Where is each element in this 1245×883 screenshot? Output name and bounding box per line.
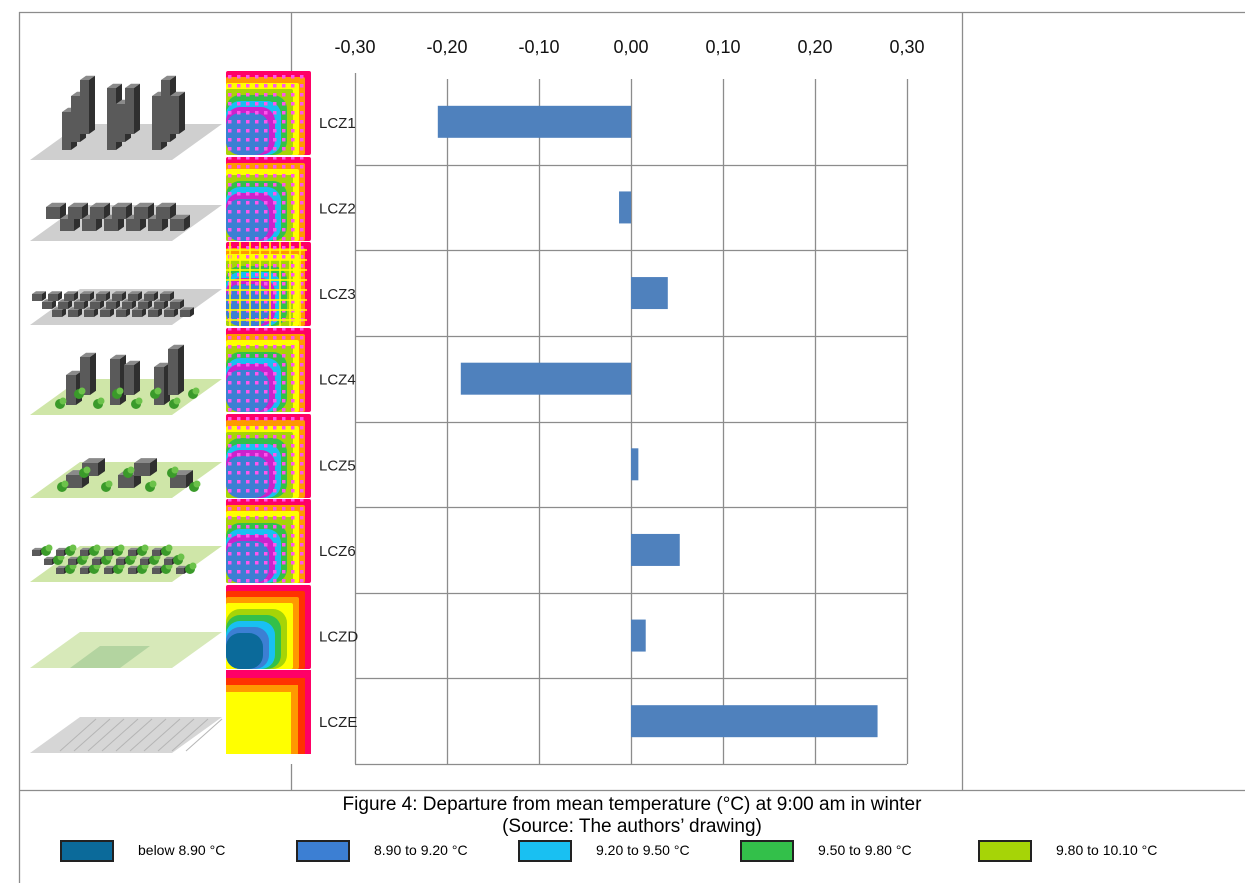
x-tick-label: 0,30 (889, 37, 924, 57)
category-label: LCZ1 (319, 115, 356, 132)
x-tick-label: 0,10 (705, 37, 740, 57)
category-label: LCZ2 (319, 200, 356, 217)
lcz-illustration (30, 289, 222, 325)
lcz-illustration (30, 202, 222, 241)
category-label: LCZ3 (319, 286, 356, 303)
bar-lcz2 (619, 191, 631, 224)
legend-label: 9.80 to 10.10 °C (1056, 842, 1158, 858)
bar-lcz1 (437, 105, 631, 138)
x-tick-label: 0,00 (613, 37, 648, 57)
thermal-map-tile (226, 157, 311, 241)
caption-source: (Source: The authors’ drawing) (502, 816, 762, 837)
legend-swatch (296, 840, 350, 862)
bar-lcze (631, 705, 878, 738)
category-label: LCZ5 (319, 457, 356, 474)
thermal-map-tile (226, 414, 311, 498)
category-label: LCZD (319, 629, 358, 646)
x-tick-label: 0,20 (797, 37, 832, 57)
table-frame (18, 11, 1245, 883)
thermal-map-tile (226, 499, 311, 583)
category-labels: LCZ1 LCZ2 LCZ3 LCZ4 LCZ5 LCZ6 LCZD LCZE (319, 115, 358, 731)
legend-label: 9.20 to 9.50 °C (596, 842, 690, 858)
legend-swatch (978, 840, 1032, 862)
caption-title: Figure 4: Departure from mean temperatur… (342, 794, 922, 815)
lcz-illustration (30, 75, 222, 160)
thermal-map-tile (226, 670, 311, 754)
category-label: LCZE (319, 714, 357, 731)
category-label: LCZ6 (319, 543, 356, 560)
legend-label: below 8.90 °C (138, 842, 226, 858)
x-tick-label: -0,20 (426, 37, 467, 57)
gridlines (354, 73, 909, 766)
legend: below 8.90 °C 8.90 to 9.20 °C 9.20 to 9.50… (60, 840, 1245, 883)
x-tick-label: -0,10 (518, 37, 559, 57)
x-tick-label: -0,30 (334, 37, 375, 57)
legend-label: 9.50 to 9.80 °C (818, 842, 912, 858)
bars (437, 105, 878, 738)
bar-lcz5 (631, 448, 639, 481)
thermal-map-tile (226, 328, 311, 412)
bar-lcz3 (631, 277, 668, 310)
bar-lcz4 (460, 362, 631, 395)
thermal-maps (226, 71, 311, 754)
x-tick-labels: -0,30 -0,20 -0,10 0,00 0,10 0,20 0,30 (334, 37, 924, 57)
lcz-illustration (30, 632, 222, 668)
lcz-illustration (30, 717, 223, 753)
bar-lczd (631, 619, 646, 652)
lcz-illustration (30, 544, 222, 582)
legend-label: 8.90 to 9.20 °C (374, 842, 468, 858)
legend-swatch (60, 840, 114, 862)
lcz-illustration (30, 458, 222, 498)
legend-swatch (518, 840, 572, 862)
thermal-map-tile (226, 71, 311, 155)
bar-lcz6 (631, 533, 680, 566)
legend-swatch (740, 840, 794, 862)
lcz-illustrations (30, 75, 223, 753)
lcz-illustration (30, 344, 222, 415)
thermal-map-tile (226, 242, 311, 326)
thermal-map-tile (226, 585, 311, 669)
figure-caption: Figure 4: Departure from mean temperatur… (19, 794, 1245, 838)
category-label: LCZ4 (319, 372, 356, 389)
